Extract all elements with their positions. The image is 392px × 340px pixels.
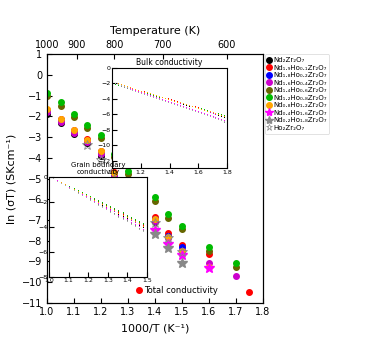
Title: Bulk conductivity: Bulk conductivity — [136, 58, 203, 67]
X-axis label: Temperature (K): Temperature (K) — [110, 26, 200, 36]
Y-axis label: ln (σT) (SKcm⁻¹): ln (σT) (SKcm⁻¹) — [6, 133, 16, 224]
X-axis label: 1000/T (K⁻¹): 1000/T (K⁻¹) — [121, 323, 189, 333]
Title: Grain boundary
conductivity: Grain boundary conductivity — [71, 162, 125, 175]
Legend: Nd₂Zr₂O₇, Nd₁.₉Ho₀.₁Zr₂O₇, Nd₁.₈Ho₀.₂Zr₂O₇, Nd₁.₆Ho₀.₄Zr₂O₇, Nd₁.₄Ho₀.₆Zr₂O₇, Nd: Nd₂Zr₂O₇, Nd₁.₉Ho₀.₁Zr₂O₇, Nd₁.₈Ho₀.₂Zr₂… — [265, 54, 329, 134]
Text: Total conductivity: Total conductivity — [144, 286, 218, 295]
